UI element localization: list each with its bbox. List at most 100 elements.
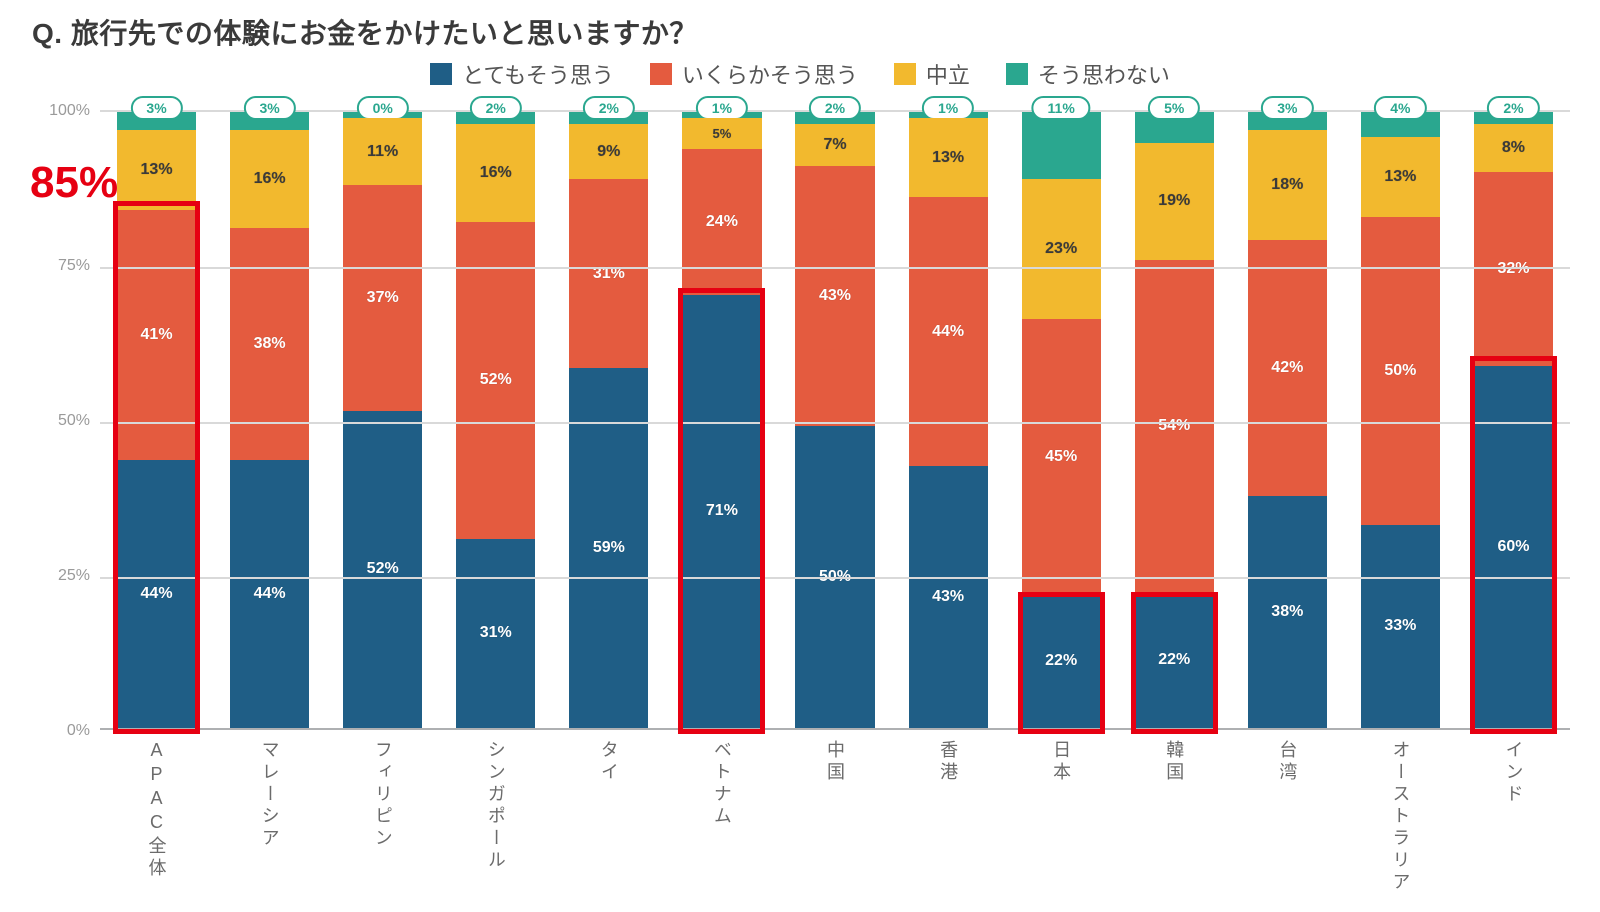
plot-area: 3%13%41%44%3%16%38%44%0%11%37%52%2%16%52…: [100, 110, 1570, 730]
bar-segment-somewhat_agree: 45%: [1022, 319, 1101, 593]
stacked-bar: 3% 16% 38% 44%: [230, 112, 309, 728]
bars-container: 3%13%41%44%3%16%38%44%0%11%37%52%2%16%52…: [100, 112, 1570, 728]
stacked-bar: 4% 13% 50%33%: [1361, 112, 1440, 728]
bar-segment-somewhat_agree: 50%: [1361, 217, 1440, 525]
segment-label: 16%: [254, 170, 286, 188]
segment-pill-label: 2%: [809, 96, 861, 120]
bar-segment-somewhat_agree: 54%: [1135, 260, 1214, 593]
segment-label: 44%: [932, 323, 964, 341]
bar-segment-disagree: 2%: [795, 112, 874, 124]
legend-swatch: [430, 63, 452, 85]
segment-label: 59%: [593, 539, 625, 557]
bar-segment-neutral: 13%: [117, 130, 196, 209]
x-axis-label: 韓国: [1118, 732, 1231, 894]
bar-segment-neutral: 16%: [230, 130, 309, 228]
bar-segment-strongly_agree: 44%: [117, 460, 196, 728]
gridline: [100, 577, 1570, 579]
bar-column: 1%5%24%71%: [665, 112, 778, 728]
legend-swatch: [650, 63, 672, 85]
segment-label: 44%: [254, 585, 286, 603]
bar-column: 2%8%32%60%: [1457, 112, 1570, 728]
segment-label: 18%: [1271, 176, 1303, 194]
bar-segment-disagree: 3%: [230, 112, 309, 130]
segment-label: 13%: [932, 149, 964, 167]
bar-segment-neutral: 9%: [569, 124, 648, 179]
segment-label: 22%: [1158, 651, 1190, 669]
x-axis-labels: APAC全体マレーシアフィリピンシンガポールタイベトナム中国香港日本韓国台湾オー…: [100, 732, 1570, 894]
segment-label: 43%: [932, 588, 964, 606]
chart-title: Q. 旅行先での体験にお金をかけたいと思いますか？: [32, 12, 698, 52]
bar-segment-strongly_agree: 38%: [1248, 496, 1327, 728]
segment-label: 38%: [254, 335, 286, 353]
bar-segment-strongly_agree: 71%: [682, 295, 761, 728]
segment-label: 54%: [1158, 417, 1190, 435]
bar-segment-neutral: 19%: [1135, 143, 1214, 260]
bar-column: 3% 16% 38% 44%: [213, 112, 326, 728]
y-tick-label: 75%: [40, 257, 90, 275]
x-axis-label: マレーシア: [213, 732, 326, 894]
segment-label: 60%: [1497, 538, 1529, 556]
segment-label: 23%: [1045, 240, 1077, 258]
bar-segment-neutral: 7%: [795, 124, 874, 166]
stacked-bar: 2%7%43%50%: [795, 112, 874, 728]
x-axis-label: シンガポール: [439, 732, 552, 894]
bar-segment-neutral: 23%: [1022, 179, 1101, 319]
segment-label: 44%: [141, 585, 173, 603]
bar-segment-strongly_agree: 52%: [343, 411, 422, 728]
x-axis-label: ベトナム: [665, 732, 778, 894]
bar-segment-disagree: 2%: [456, 112, 535, 124]
segment-label: 22%: [1045, 652, 1077, 670]
segment-label: 11%: [367, 143, 398, 161]
legend-item: そう思わない: [1006, 58, 1170, 90]
segment-pill-label: 3%: [130, 96, 182, 120]
segment-pill-label: 5%: [1148, 96, 1200, 120]
bar-column: 11% 23% 45% 22%: [1005, 112, 1118, 728]
bar-column: 2% 16% 52% 31%: [439, 112, 552, 728]
segment-pill-label: 4%: [1374, 96, 1426, 120]
bar-segment-somewhat_agree: 52%: [456, 222, 535, 539]
segment-label: 16%: [480, 164, 512, 182]
segment-label: 13%: [1384, 168, 1416, 186]
bar-segment-somewhat_agree: 31%: [569, 179, 648, 368]
legend-swatch: [1006, 63, 1028, 85]
bar-segment-disagree: 4%: [1361, 112, 1440, 137]
stacked-bar: 11% 23% 45% 22%: [1022, 112, 1101, 728]
x-axis-label: インド: [1457, 732, 1570, 894]
bar-segment-disagree: 5%: [1135, 112, 1214, 143]
gridline: [100, 267, 1570, 269]
bar-segment-strongly_agree: 43%: [909, 466, 988, 728]
bar-segment-somewhat_agree: 24%: [682, 149, 761, 295]
bar-segment-disagree: 11%: [1022, 112, 1101, 179]
y-tick-label: 25%: [40, 567, 90, 585]
legend-label: そう思わない: [1038, 58, 1170, 90]
bar-segment-neutral: 11%: [343, 118, 422, 185]
bar-segment-strongly_agree: 33%: [1361, 525, 1440, 728]
x-axis-label: 中国: [778, 732, 891, 894]
segment-label: 13%: [141, 161, 173, 179]
segment-label: 7%: [823, 136, 846, 154]
stacked-bar: 1%5%24%71%: [682, 112, 761, 728]
segment-pill-label: 2%: [470, 96, 522, 120]
bar-column: 2%9%31%59%: [552, 112, 665, 728]
segment-pill-label: 3%: [243, 96, 295, 120]
segment-pill-label: 2%: [583, 96, 635, 120]
bar-segment-disagree: 2%: [1474, 112, 1553, 124]
bar-segment-neutral: 8%: [1474, 124, 1553, 172]
x-axis-label: APAC全体: [100, 732, 213, 894]
bar-segment-somewhat_agree: 44%: [909, 197, 988, 465]
legend-label: とてもそう思う: [462, 58, 614, 90]
stacked-bar: 5%19% 54% 22%: [1135, 112, 1214, 728]
bar-segment-neutral: 18%: [1248, 130, 1327, 240]
segment-label: 31%: [480, 624, 512, 642]
y-tick-label: 100%: [40, 102, 90, 120]
bar-segment-somewhat_agree: 37%: [343, 185, 422, 411]
bar-segment-somewhat_agree: 38%: [230, 228, 309, 460]
x-axis-label: オーストラリア: [1344, 732, 1457, 894]
legend: とてもそう思ういくらかそう思う中立そう思わない: [0, 58, 1600, 91]
segment-pill-label: 2%: [1487, 96, 1539, 120]
stacked-bar: 3%13%41%44%: [117, 112, 196, 728]
x-axis-label: タイ: [552, 732, 665, 894]
segment-label: 52%: [367, 560, 399, 578]
bar-segment-strongly_agree: 22%: [1022, 594, 1101, 728]
segment-label: 24%: [706, 213, 738, 231]
